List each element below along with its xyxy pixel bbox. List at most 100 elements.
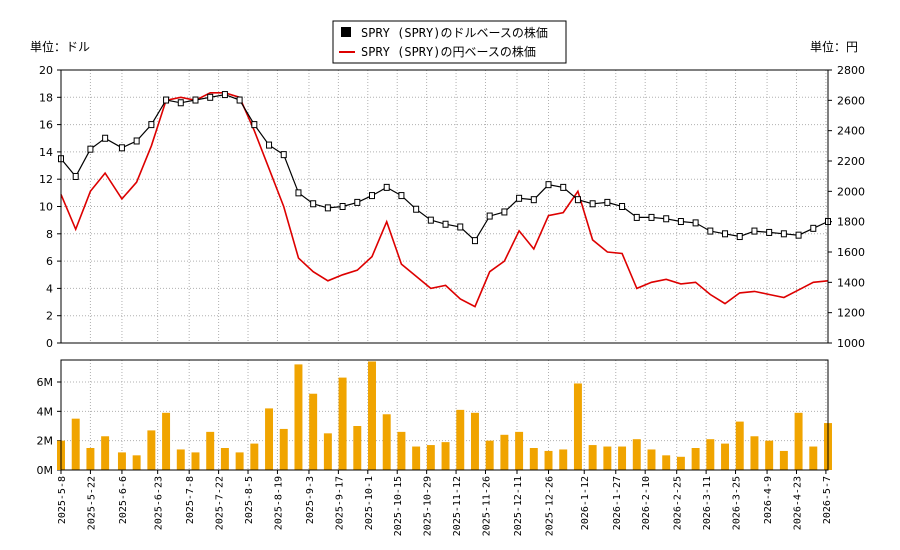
dollar-price-point bbox=[207, 93, 214, 101]
volume-bar bbox=[191, 452, 200, 470]
volume-bar bbox=[101, 436, 110, 470]
volume-bar bbox=[691, 448, 700, 470]
left-tick-label: 10 bbox=[39, 201, 53, 214]
volume-bar bbox=[86, 448, 95, 470]
dollar-price-point bbox=[486, 212, 493, 220]
left-tick-label: 4 bbox=[46, 282, 53, 295]
x-tick-label: 2026-4-23 bbox=[792, 476, 803, 530]
volume-bar bbox=[500, 434, 509, 470]
volume-bar bbox=[515, 431, 524, 470]
dollar-price-point bbox=[324, 204, 331, 212]
dollar-price-point bbox=[427, 216, 434, 224]
volume-tick-label: 0M bbox=[37, 464, 54, 477]
left-tick-label: 6 bbox=[46, 255, 53, 268]
volume-bar bbox=[559, 449, 568, 470]
right-tick-label: 1000 bbox=[837, 337, 865, 350]
left-tick-label: 2 bbox=[46, 310, 53, 323]
x-tick-label: 2025-9-3 bbox=[305, 476, 316, 524]
left-tick-label: 20 bbox=[39, 64, 53, 77]
dollar-price-point bbox=[530, 196, 537, 204]
volume-bar bbox=[750, 436, 759, 470]
dollar-price-point bbox=[383, 183, 390, 191]
volume-bar bbox=[618, 446, 627, 470]
dollar-price-point bbox=[619, 203, 626, 210]
dollar-price-point bbox=[102, 134, 109, 142]
dollar-price-point bbox=[339, 203, 346, 210]
x-tick-label: 2025-9-17 bbox=[334, 476, 345, 530]
volume-bar bbox=[456, 409, 465, 470]
x-tick-label: 2025-10-1 bbox=[364, 476, 375, 530]
left-tick-label: 8 bbox=[46, 228, 53, 241]
dollar-price-point bbox=[354, 198, 361, 206]
legend-box bbox=[332, 20, 567, 64]
dollar-price-point bbox=[118, 144, 125, 152]
volume-tick-label: 4M bbox=[37, 405, 54, 418]
dollar-price-point bbox=[280, 151, 287, 159]
right-tick-label: 2200 bbox=[837, 155, 865, 168]
volume-tick-label: 6M bbox=[37, 376, 54, 389]
dollar-price-point bbox=[221, 91, 228, 99]
right-axis-unit: 単位：円 bbox=[810, 39, 858, 54]
dollar-price-point bbox=[72, 172, 79, 180]
right-tick-label: 1400 bbox=[837, 276, 865, 289]
x-tick-label: 2026-1-27 bbox=[612, 476, 623, 530]
dollar-price-point bbox=[177, 99, 184, 107]
right-tick-label: 2600 bbox=[837, 94, 865, 107]
x-tick-label: 2025-12-11 bbox=[513, 476, 524, 536]
volume-bar bbox=[294, 364, 303, 470]
volume-bar bbox=[279, 428, 288, 470]
dollar-price-point bbox=[574, 196, 581, 204]
dollar-price-point bbox=[604, 198, 611, 206]
dollar-price-line bbox=[60, 93, 829, 242]
x-tick-label: 2025-11-26 bbox=[481, 476, 492, 536]
volume-bar bbox=[721, 443, 730, 470]
legend: SPRY (SPRY)のドルベースの株価 SPRY (SPRY)の円ベースの株価 bbox=[332, 20, 567, 64]
right-tick-label: 2000 bbox=[837, 185, 865, 198]
x-tick-label: 2025-10-15 bbox=[393, 476, 404, 536]
x-tick-label: 2025-11-12 bbox=[452, 476, 463, 536]
volume-bar bbox=[368, 361, 376, 470]
dollar-price-point bbox=[516, 194, 523, 202]
dollar-price-point bbox=[442, 220, 449, 228]
dollar-price-point bbox=[810, 224, 817, 232]
dollar-price-point bbox=[545, 181, 552, 189]
price-frame bbox=[60, 69, 829, 344]
volume-bar bbox=[426, 445, 435, 470]
x-tick-label: 2026-1-12 bbox=[580, 476, 591, 530]
volume-bar bbox=[309, 393, 318, 470]
dollar-price-point bbox=[692, 219, 699, 227]
volume-bar bbox=[117, 452, 126, 470]
volume-bar bbox=[794, 412, 803, 470]
dollar-price-point bbox=[87, 145, 94, 153]
date-axis: 2025-5-8 2025-5-22 2025-6-6 2025-6-23 2025-7… bbox=[57, 470, 833, 536]
volume-bar bbox=[779, 450, 788, 470]
volume-bar bbox=[485, 440, 494, 470]
legend-yen-label: SPRY (SPRY)の円ベースの株価 bbox=[361, 44, 536, 59]
price-panel: 0 2 4 6 8 10 12 14 16 18 20 1000 1200 1400 1600 1800 200… bbox=[39, 64, 865, 350]
dollar-price-point bbox=[163, 96, 170, 104]
volume-bar bbox=[235, 452, 244, 470]
volume-bar bbox=[676, 456, 685, 470]
dollar-price-point bbox=[310, 200, 317, 208]
volume-bar bbox=[470, 412, 479, 470]
volume-bar bbox=[397, 431, 406, 470]
dollar-price-point bbox=[663, 215, 670, 223]
dollar-price-point bbox=[369, 192, 376, 200]
x-tick-label: 2025-7-22 bbox=[215, 476, 226, 530]
volume-bar bbox=[382, 414, 391, 470]
x-tick-label: 2025-6-23 bbox=[154, 476, 165, 530]
dollar-price-point bbox=[501, 208, 508, 216]
volume-bar bbox=[176, 449, 185, 470]
volume-bar bbox=[162, 412, 171, 470]
dollar-price-point bbox=[780, 230, 787, 238]
dollar-price-point bbox=[707, 227, 714, 235]
volume-bar bbox=[220, 448, 229, 470]
volume-bar bbox=[353, 426, 362, 470]
dollar-price-point bbox=[236, 96, 243, 104]
dollar-price-point bbox=[295, 189, 302, 197]
dollar-price-point bbox=[795, 231, 802, 239]
x-tick-label: 2025-8-19 bbox=[273, 476, 284, 530]
volume-bar bbox=[632, 439, 641, 470]
volume-bar bbox=[735, 421, 744, 470]
dollar-price-point bbox=[766, 228, 773, 236]
